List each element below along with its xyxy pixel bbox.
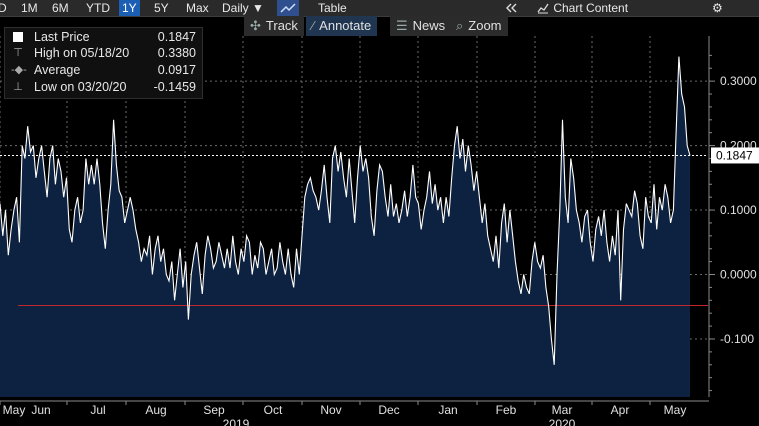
x-year-label: 2020: [549, 417, 576, 426]
legend-value: 0.3380: [157, 46, 196, 60]
zoom-label: Zoom: [468, 18, 502, 33]
legend-value: -0.1459: [153, 80, 196, 94]
news-tool-button[interactable]: ☰ News: [390, 16, 452, 36]
last-price-badge-box: [711, 147, 759, 164]
legend-label: High on 05/18/20: [34, 46, 130, 60]
y-tick-label: 0.3000: [720, 74, 757, 88]
double-chevron-left-icon: [506, 3, 517, 13]
legend-value: 0.1847: [157, 30, 196, 44]
gear-icon: ⚙: [712, 1, 723, 15]
last-price-badge: 0.1847: [711, 147, 759, 164]
annotate-tool-button[interactable]: ∕ Annotate: [306, 16, 378, 36]
legend-label: Low on 03/20/20: [34, 80, 127, 94]
price-series-line: [0, 56, 691, 365]
low-marker-icon: ⊥: [13, 81, 23, 93]
legend-row-low: ⊥ Low on 03/20/20 -0.1459: [5, 79, 202, 95]
range-button-d[interactable]: D: [0, 1, 7, 15]
range-button-5y[interactable]: 5Y: [154, 1, 169, 15]
legend-label: Last Price: [34, 30, 90, 44]
x-month-label: Feb: [496, 403, 517, 417]
x-month-label: Jan: [438, 403, 457, 417]
x-month-label: May: [664, 403, 687, 417]
news-icon: ☰: [396, 18, 408, 33]
legend-label: Average: [34, 63, 81, 77]
track-tool-button[interactable]: ✣ Track: [244, 16, 304, 36]
legend-value: 0.0917: [157, 63, 196, 77]
frequency-dropdown[interactable]: Daily ▼: [222, 1, 264, 15]
chart-content-icon: [537, 3, 549, 14]
collapse-panel-button[interactable]: [505, 0, 517, 16]
settings-button[interactable]: ⚙: [712, 0, 723, 16]
chart-toolbar: D 1M 6M YTD 1Y 5Y Max Daily ▼ Table Char…: [0, 0, 759, 17]
zoom-tool-button[interactable]: ⌕ Zoom: [450, 16, 508, 36]
x-month-label: May: [3, 403, 26, 417]
legend-panel[interactable]: Last Price 0.1847 ⊤ High on 05/18/20 0.3…: [4, 27, 203, 99]
x-month-label: Apr: [611, 403, 630, 417]
line-chart-icon: [280, 3, 296, 13]
crosshair-icon: ✣: [250, 18, 261, 33]
chart-content-button[interactable]: Chart Content: [536, 0, 628, 16]
x-month-label: Dec: [378, 403, 399, 417]
y-tick-label: 0.1000: [720, 203, 757, 217]
track-label: Track: [265, 18, 298, 33]
average-marker-icon: -◆-: [11, 64, 27, 76]
x-month-label: Nov: [320, 403, 341, 417]
chart-content-label: Chart Content: [553, 1, 629, 15]
last-price-badge-label: 0.1847: [716, 148, 753, 162]
price-area: [0, 56, 690, 397]
y-tick-label: -0.100: [720, 332, 754, 346]
magnifier-icon: ⌕: [456, 18, 464, 33]
high-marker-icon: ⊤: [13, 47, 23, 59]
legend-row-last-price: Last Price 0.1847: [5, 29, 202, 45]
chart-type-button[interactable]: [277, 0, 299, 16]
x-month-label: Oct: [264, 403, 283, 417]
range-button-1m[interactable]: 1M: [21, 1, 38, 15]
annotate-label: Annotate: [319, 18, 372, 33]
range-button-ytd[interactable]: YTD: [86, 1, 110, 15]
x-month-label: Mar: [552, 403, 573, 417]
range-button-max[interactable]: Max: [186, 1, 209, 15]
x-month-label: Jul: [90, 403, 105, 417]
pencil-icon: ∕: [312, 18, 315, 33]
x-month-label: Jun: [31, 403, 50, 417]
range-button-6m[interactable]: 6M: [52, 1, 69, 15]
y-tick-label: 0.0000: [720, 268, 757, 282]
last-price-swatch-icon: [11, 29, 25, 47]
legend-row-average: -◆- Average 0.0917: [5, 62, 202, 78]
range-button-1y[interactable]: 1Y: [119, 0, 140, 16]
news-label: News: [412, 18, 446, 33]
x-month-label: Aug: [145, 403, 166, 417]
legend-row-high: ⊤ High on 05/18/20 0.3380: [5, 45, 202, 61]
table-button[interactable]: Table: [318, 1, 347, 15]
x-year-label: 2019: [223, 417, 250, 426]
x-month-label: Sep: [203, 403, 225, 417]
x-axis: May Jun Jul Aug Sep Oct Nov Dec Jan Feb Mar Apr May 2…: [0, 400, 709, 426]
